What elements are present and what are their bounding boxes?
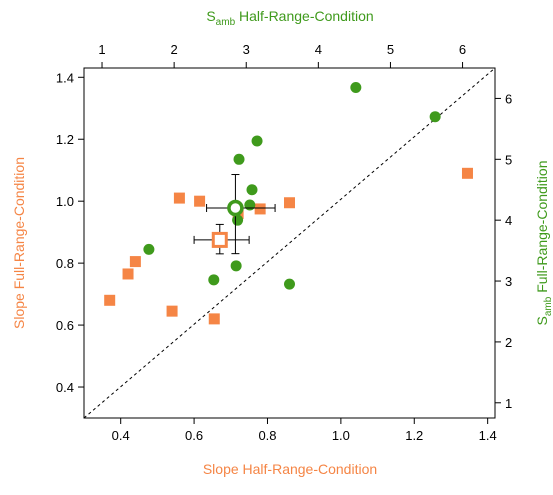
slope-mean-marker	[211, 231, 228, 248]
samb-data-point	[244, 199, 256, 211]
bottom-axis-tick-label: 0.6	[185, 428, 203, 443]
slope-data-point	[208, 313, 220, 325]
slope-data-point	[166, 305, 178, 317]
right-axis-tick-label: 3	[505, 274, 512, 289]
right-axis-title-rest: Full-Range-Condition	[534, 161, 550, 297]
slope-data-point	[194, 195, 206, 207]
top-axis-title-rest: Half-Range-Condition	[235, 8, 374, 24]
samb-data-point	[208, 274, 220, 286]
left-axis-tick-label: 1.4	[56, 70, 74, 85]
samb-data-point	[350, 81, 362, 93]
samb-data-point	[251, 135, 263, 147]
slope-data-point	[173, 192, 185, 204]
bottom-axis-tick-label: 1.4	[479, 428, 497, 443]
slope-data-point	[284, 197, 295, 209]
bottom-axis-tick-label: 1.2	[405, 428, 423, 443]
top-axis-title: Samb Half-Range-Condition	[206, 8, 373, 28]
right-axis-tick-label: 6	[505, 91, 512, 106]
top-axis-tick-label: 1	[98, 42, 105, 57]
left-axis: 0.4 0.6 0.8 1.0 1.2 1.4	[56, 70, 84, 395]
left-axis-tick-label: 0.4	[56, 380, 74, 395]
samb-mean-marker	[227, 199, 244, 217]
samb-data-point	[230, 260, 242, 272]
samb-series	[143, 81, 441, 290]
top-axis-tick-label: 5	[387, 42, 394, 57]
left-axis-title: Slope Full-Range-Condition	[11, 157, 27, 329]
slope-data-point	[104, 294, 116, 306]
top-axis-title-subscript: amb	[216, 17, 236, 28]
top-axis-tick-label: 3	[243, 42, 250, 57]
left-axis-tick-label: 1.2	[56, 132, 74, 147]
right-axis-title: Samb Full-Range-Condition	[534, 161, 553, 326]
left-axis-tick-label: 1.0	[56, 194, 74, 209]
points-layer	[104, 81, 473, 325]
right-axis-tick-label: 5	[505, 152, 512, 167]
slope-data-point	[461, 167, 473, 179]
bottom-axis-tick-label: 1.0	[332, 428, 350, 443]
plot-frame	[83, 67, 496, 419]
samb-mean-group	[206, 174, 276, 255]
slope-series	[104, 167, 473, 325]
samb-data-point	[232, 214, 244, 226]
top-axis-tick-label: 6	[459, 42, 466, 57]
samb-data-point	[284, 278, 295, 290]
samb-data-point	[246, 184, 258, 196]
samb-data-point	[233, 153, 245, 165]
samb-data-point	[143, 243, 155, 255]
bottom-axis-tick-label: 0.4	[112, 428, 130, 443]
right-axis-title-subscript: amb	[543, 296, 553, 316]
right-axis-title-main: S	[534, 316, 550, 325]
top-axis-title-main: S	[206, 8, 215, 24]
right-axis-tick-label: 2	[505, 335, 512, 350]
slope-data-point	[129, 256, 141, 268]
slope-data-point	[254, 203, 266, 215]
top-axis-tick-label: 2	[171, 42, 178, 57]
right-axis-tick-label: 1	[505, 396, 512, 411]
left-axis-tick-label: 0.6	[56, 318, 74, 333]
top-axis: 1 2 3 4 5 6	[98, 42, 466, 68]
slope-mean-group	[193, 223, 250, 255]
samb-data-point	[429, 111, 441, 123]
bottom-axis-title: Slope Half-Range-Condition	[203, 461, 377, 477]
bottom-axis-tick-label: 0.8	[258, 428, 276, 443]
right-axis: 1 2 3 4 5 6	[495, 91, 512, 411]
left-axis-tick-label: 0.8	[56, 256, 74, 271]
bottom-axis: 0.4 0.6 0.8 1.0 1.2 1.4	[112, 418, 497, 443]
right-axis-tick-label: 4	[505, 213, 512, 228]
slope-data-point	[122, 268, 134, 280]
top-axis-tick-label: 4	[315, 42, 322, 57]
